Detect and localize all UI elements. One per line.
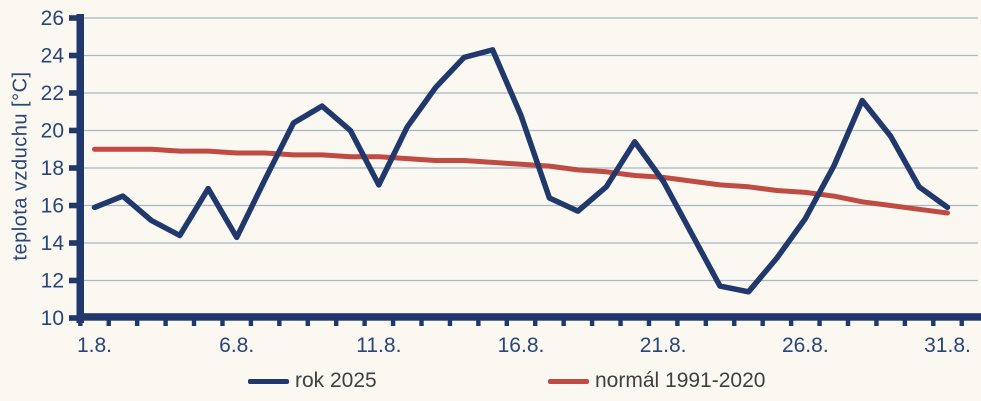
legend-item-rok-2025: rok 2025 (248, 368, 377, 394)
y-tick-label: 20 (41, 120, 64, 143)
x-axis-tick (134, 320, 140, 326)
x-axis-tick (675, 320, 680, 326)
x-tick-label: 31.8. (924, 334, 971, 357)
y-tick-label: 26 (41, 7, 64, 30)
x-axis-tick (333, 320, 339, 326)
series-line-rok-2025 (91, 47, 951, 295)
y-axis-tick (69, 127, 77, 134)
x-axis-tick (163, 320, 168, 326)
y-axis-tick (69, 165, 77, 171)
x-axis-tick (703, 320, 709, 326)
x-tick-label: 6.8. (219, 334, 254, 357)
x-axis-tick (817, 320, 822, 326)
x-axis-tick (78, 320, 83, 326)
x-axis-tick (248, 320, 254, 326)
x-axis-tick (845, 320, 851, 326)
x-axis-tick (732, 320, 737, 326)
y-axis-tick (69, 240, 77, 246)
y-tick-label: 12 (41, 270, 64, 293)
y-tick-label: 18 (41, 157, 64, 180)
y-tick-label: 14 (41, 232, 65, 255)
legend-line-swatch-normal-1991-2020 (548, 378, 589, 384)
x-axis-tick (561, 320, 566, 326)
y-axis-tick (69, 315, 77, 321)
x-tick-label: 26.8. (782, 334, 829, 357)
x-axis-tick (874, 320, 879, 326)
y-axis-tick (69, 202, 77, 209)
y-tick-label: 24 (41, 45, 65, 68)
x-axis-tick (362, 320, 367, 326)
y-axis-tick (69, 90, 77, 96)
x-axis-tick (533, 320, 538, 326)
x-axis-tick (504, 320, 509, 326)
y-axis-tick (69, 52, 77, 59)
legend-label-normal-1991-2020: normál 1991-2020 (595, 369, 766, 392)
x-axis-tick (646, 320, 652, 326)
x-axis-tick (902, 320, 908, 326)
legend-item-normal-1991-2020: normál 1991-2020 (548, 368, 765, 394)
y-tick-label: 16 (41, 195, 64, 218)
legend-label-rok-2025: rok 2025 (295, 369, 377, 392)
x-axis-tick (618, 320, 623, 326)
x-axis-tick (305, 320, 310, 326)
y-axis-tick (69, 277, 77, 284)
x-axis-bar (76, 313, 981, 321)
x-tick-label: 11.8. (356, 334, 401, 357)
x-axis-tick (419, 320, 424, 326)
x-tick-label: 21.8. (640, 334, 687, 357)
legend-line-swatch-rok-2025 (248, 378, 289, 384)
x-axis-tick (390, 320, 396, 326)
x-axis-tick (191, 320, 197, 326)
x-axis-tick (760, 320, 765, 326)
x-axis-tick (220, 320, 225, 326)
y-tick-label: 10 (41, 307, 64, 330)
y-axis-bar (76, 14, 84, 323)
x-axis-tick (447, 320, 453, 326)
x-tick-label: 1.8. (77, 334, 112, 357)
x-tick-label: 16.8. (498, 334, 545, 357)
x-axis-tick (277, 320, 282, 326)
y-axis-tick (69, 15, 77, 21)
y-axis-title: teplota vzduchu [°C] (9, 71, 32, 261)
y-tick-label: 22 (41, 82, 64, 105)
x-axis-tick (476, 320, 481, 326)
x-axis-tick (959, 320, 964, 326)
x-axis-tick (931, 320, 936, 326)
x-axis-tick (788, 320, 794, 326)
x-axis-tick (106, 320, 111, 326)
series-line-normal-1991-2020 (92, 146, 950, 216)
x-axis-tick (589, 320, 595, 326)
